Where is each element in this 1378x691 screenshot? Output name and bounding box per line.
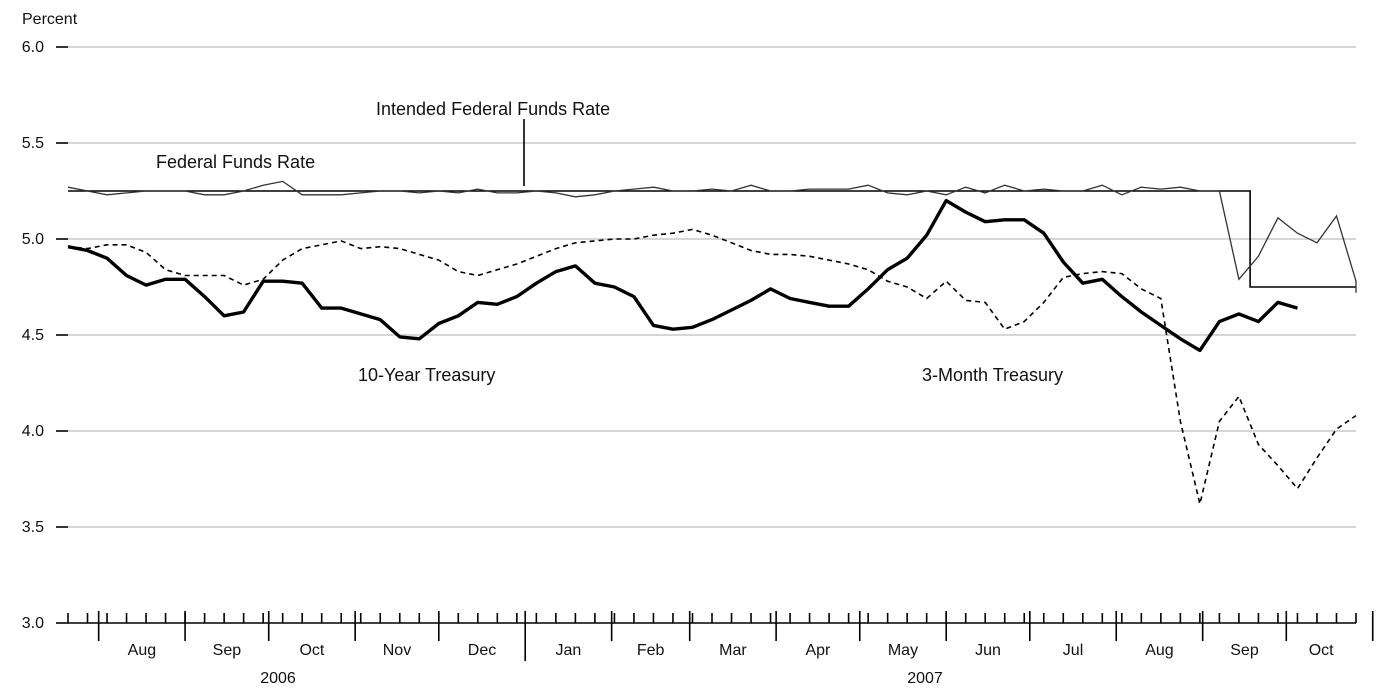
y-tick-label: 4.5: [22, 327, 44, 344]
gridlines: [68, 46, 1356, 528]
x-month-label: Jan: [556, 642, 582, 659]
y-axis-label: Percent: [22, 11, 78, 28]
y-axis: 3.0 3.5 4.0 4.5 5.0 5.5 6.0: [22, 39, 68, 632]
y-tick-label: 3.0: [22, 615, 44, 632]
series-intended-ffr: [68, 190, 1356, 288]
x-month-label: Sep: [213, 642, 242, 659]
series-ffr: [67, 180, 1357, 293]
x-year-label: 2007: [907, 670, 943, 687]
x-month-label: Sep: [1230, 642, 1259, 659]
annotation-three-month: 3-Month Treasury: [922, 365, 1063, 385]
x-month-label: Oct: [1309, 642, 1334, 659]
x-month-label: Dec: [468, 642, 496, 659]
series-lines: [67, 180, 1357, 505]
x-month-label: Nov: [383, 642, 411, 659]
x-month-label: Aug: [128, 642, 156, 659]
y-tick-label: 4.0: [22, 423, 44, 440]
x-month-label: Jun: [975, 642, 1001, 659]
y-tick-label: 6.0: [22, 39, 44, 56]
x-month-label: Mar: [719, 642, 747, 659]
x-month-label: Jul: [1063, 642, 1083, 659]
y-tick-label: 5.5: [22, 135, 44, 152]
annotations: Intended Federal Funds Rate Federal Fund…: [156, 99, 1063, 385]
y-tick-label: 3.5: [22, 519, 44, 536]
annotation-ffr: Federal Funds Rate: [156, 152, 315, 172]
x-month-label: Aug: [1145, 642, 1173, 659]
x-month-label: May: [888, 642, 918, 659]
annotation-intended-ffr: Intended Federal Funds Rate: [376, 99, 610, 119]
x-month-label: Feb: [637, 642, 665, 659]
y-tick-label: 5.0: [22, 231, 44, 248]
annotation-ten-year: 10-Year Treasury: [358, 365, 495, 385]
x-month-label: Oct: [299, 642, 324, 659]
series-10year-treasury: [67, 198, 1298, 353]
series-3month-treasury: [67, 228, 1357, 505]
x-year-label: 2006: [260, 670, 296, 687]
x-month-label: Apr: [805, 642, 831, 659]
x-axis: Aug Sep Oct Nov Dec Jan Feb Mar Apr May Jun Jul Aug S…: [67, 611, 1374, 687]
